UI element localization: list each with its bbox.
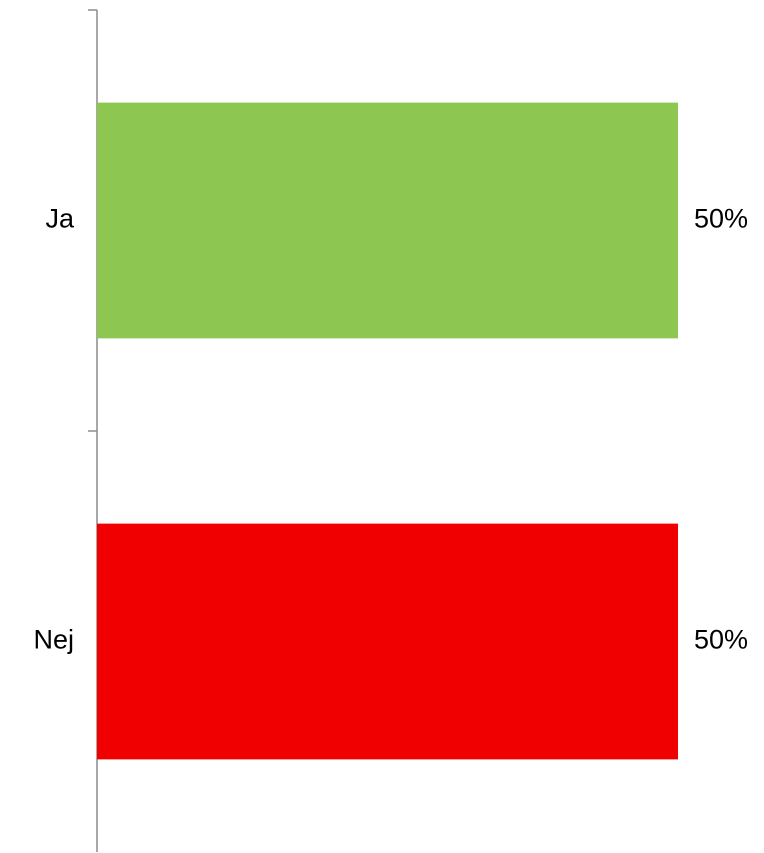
category-label-nej: Nej — [33, 625, 74, 655]
data-label-ja: 50% — [694, 204, 748, 234]
bars — [97, 102, 678, 760]
data-label-nej: 50% — [694, 625, 748, 655]
category-label-ja: Ja — [45, 204, 75, 234]
y-axis — [88, 9, 98, 852]
bar-nej — [97, 523, 678, 760]
bar-ja — [97, 102, 678, 339]
labels: Ja 50% Nej 50% — [33, 204, 748, 655]
